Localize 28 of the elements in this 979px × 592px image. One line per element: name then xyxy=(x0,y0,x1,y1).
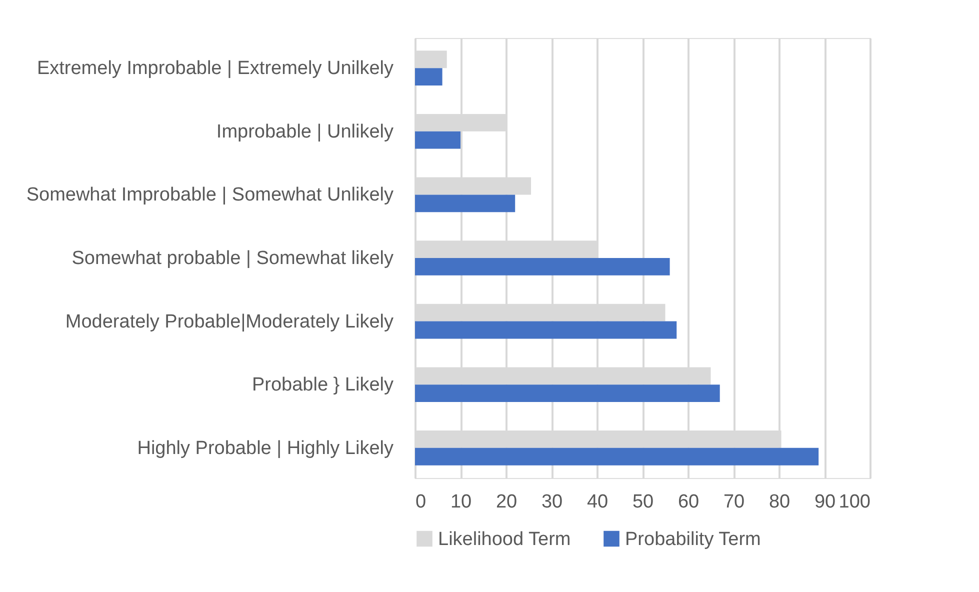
legend-label: Probability Term xyxy=(625,528,761,550)
y-tick-label: Extremely Improbable | Extremely Unilkely xyxy=(36,58,394,80)
y-tick-label: Somewhat probable | Somewhat likely xyxy=(72,248,394,269)
legend-label: Likelihood Term xyxy=(438,528,571,550)
bar xyxy=(415,384,720,402)
y-tick-label: Highly Probable | Highly Likely xyxy=(137,438,394,459)
y-tick-label: Probable } Likely xyxy=(252,374,394,396)
bar xyxy=(415,258,670,276)
bar xyxy=(415,321,677,339)
x-tick-label: 50 xyxy=(632,492,654,512)
bar xyxy=(415,131,460,149)
x-tick-label: 30 xyxy=(541,492,563,512)
x-tick-label: 60 xyxy=(678,492,700,512)
bar xyxy=(415,50,447,68)
x-tick-label: 80 xyxy=(768,492,790,512)
x-tick-label: 20 xyxy=(496,492,518,512)
x-tick-label: 70 xyxy=(723,492,745,512)
y-tick-label: Somewhat Improbable | Somewhat Unlikely xyxy=(26,184,394,206)
bar xyxy=(415,194,516,212)
y-tick-label: Improbable | Unlikely xyxy=(216,121,394,142)
x-tick-label: 90 xyxy=(814,492,836,512)
x-tick-label: 0 xyxy=(416,492,426,512)
x-tick-label: 10 xyxy=(450,492,472,512)
bar xyxy=(415,68,442,86)
x-tick-label: 100 xyxy=(838,492,870,512)
x-tick-label: 40 xyxy=(586,492,608,512)
bar xyxy=(415,448,819,466)
y-tick-label: Moderately Probable|Moderately Likely xyxy=(65,311,394,332)
